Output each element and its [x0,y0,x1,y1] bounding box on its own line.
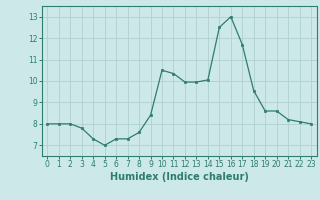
X-axis label: Humidex (Indice chaleur): Humidex (Indice chaleur) [110,172,249,182]
